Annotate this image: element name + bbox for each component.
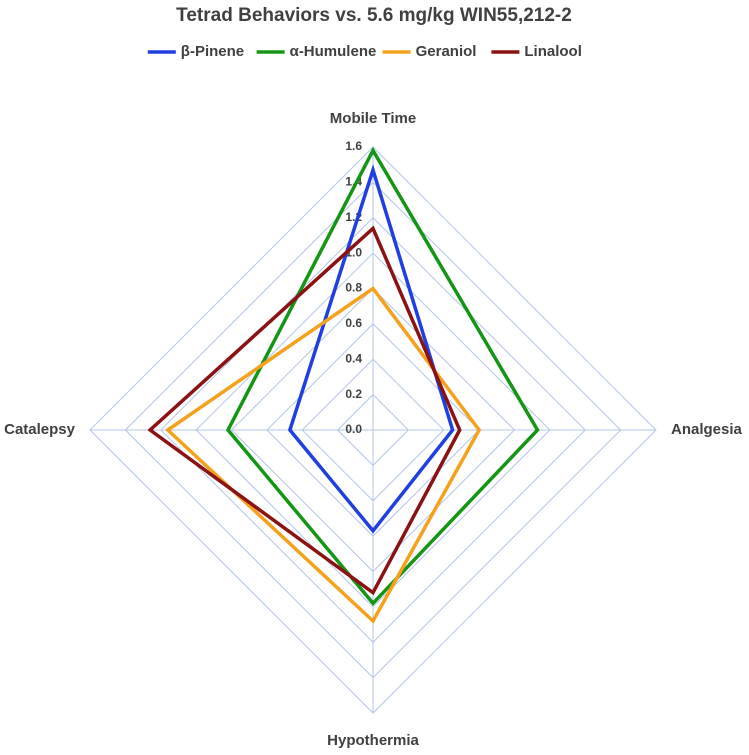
legend-label: α-Humulene xyxy=(290,43,377,60)
axis-label: Mobile Time xyxy=(330,110,416,127)
series-line xyxy=(225,146,540,606)
series-line xyxy=(165,286,482,624)
r-tick-label: 0.4 xyxy=(345,351,362,365)
axis-label: Analgesia xyxy=(671,421,743,438)
r-tick-label: 1.6 xyxy=(345,139,362,153)
axis-label: Hypothermia xyxy=(327,732,419,749)
r-tick-label: 0.8 xyxy=(345,281,362,295)
series-line xyxy=(287,164,455,534)
axis-label: Catalepsy xyxy=(4,421,76,438)
r-tick-label: 0.6 xyxy=(345,316,362,330)
r-tick-label: 0.0 xyxy=(345,422,362,436)
legend-label: Geraniol xyxy=(416,43,477,60)
series-line xyxy=(147,225,462,596)
legend-label: β-Pinene xyxy=(181,43,244,60)
legend-label: Linalool xyxy=(524,43,582,60)
r-tick-label: 0.2 xyxy=(345,387,362,401)
chart-title: Tetrad Behaviors vs. 5.6 mg/kg WIN55,212… xyxy=(176,5,572,26)
